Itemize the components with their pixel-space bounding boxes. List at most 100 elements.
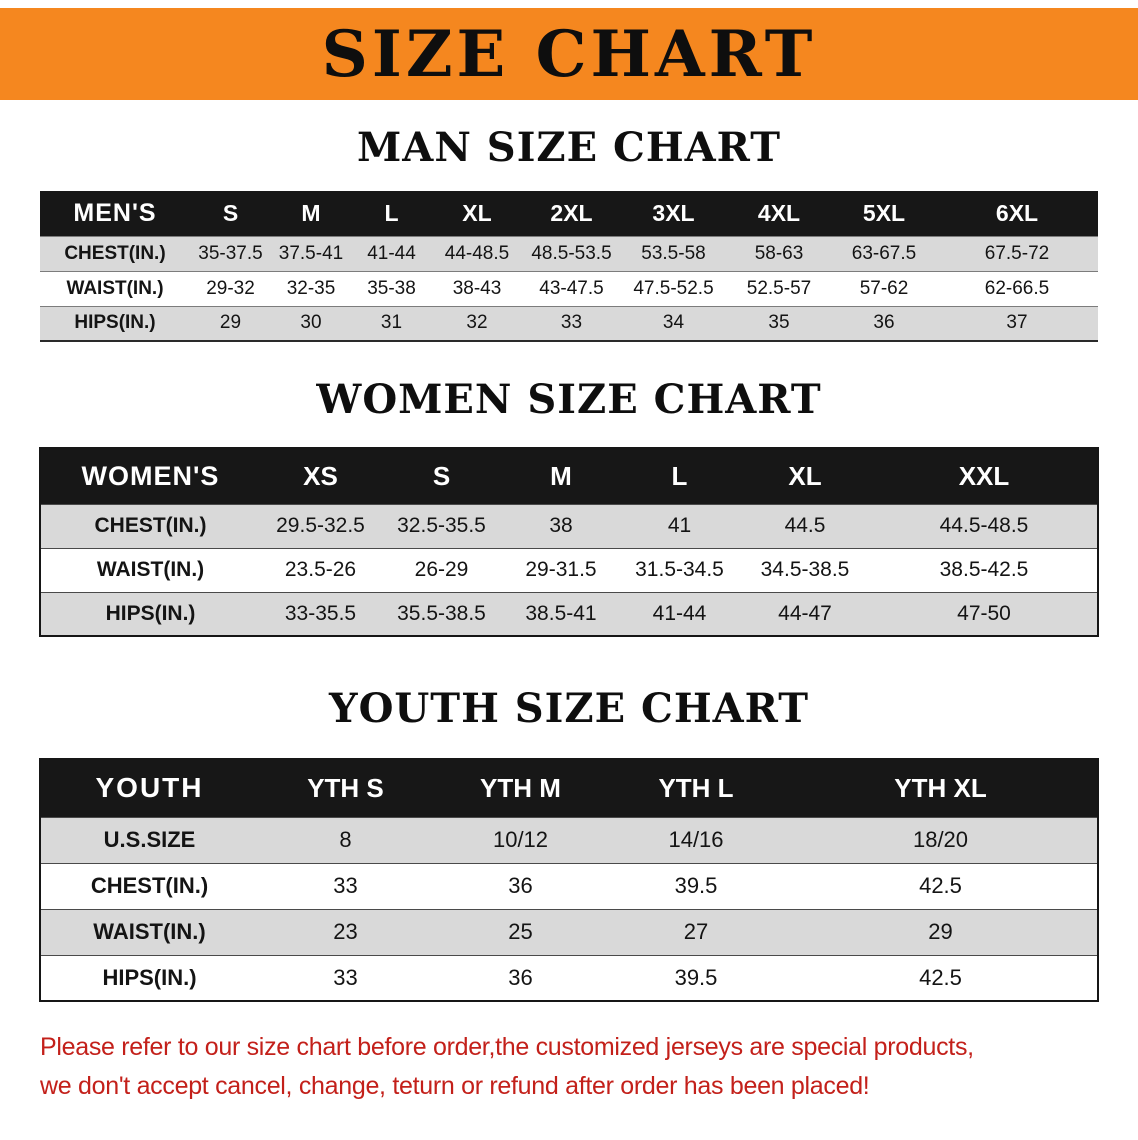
- row-label: WAIST(IN.): [96, 558, 205, 581]
- table-cell: 36: [873, 312, 895, 334]
- table-cell: 42.5: [919, 964, 962, 990]
- table-cell: 47.5-52.5: [633, 277, 714, 299]
- table-cell: 67.5-72: [984, 242, 1050, 264]
- row-label: CHEST(IN.): [64, 242, 166, 264]
- table-cell: 62-66.5: [984, 277, 1050, 299]
- size-header-cell: YTH L: [608, 759, 784, 817]
- table-cell: 33-35.5: [284, 601, 357, 625]
- size-header-cell: 2XL: [522, 191, 621, 236]
- table-cell: 31: [380, 312, 403, 334]
- notice-line-1: Please refer to our size chart before or…: [40, 1033, 974, 1061]
- page-title: SIZE CHART: [321, 16, 817, 92]
- size-header-cell: XXL: [871, 448, 1098, 504]
- table-cell: 41: [667, 514, 692, 537]
- youth-waist-row: WAIST(IN.) 23 25 27 29: [40, 909, 1098, 955]
- notice-line-2: we don't accept cancel, change, teturn o…: [40, 1072, 870, 1100]
- table-cell: 36: [508, 964, 533, 990]
- table-cell: 27: [683, 919, 709, 944]
- table-cell: 52.5-57: [746, 277, 812, 299]
- row-label: WAIST(IN.): [66, 277, 164, 299]
- size-header-cell: 4XL: [726, 191, 832, 236]
- table-cell: 37.5-41: [278, 242, 344, 264]
- table-cell: 39.5: [674, 873, 718, 898]
- size-header-cell: 5XL: [832, 191, 936, 236]
- table-cell: 41-44: [652, 601, 707, 625]
- size-header-cell: YTH M: [433, 759, 608, 817]
- table-cell: 35: [768, 312, 790, 334]
- size-header-cell: 6XL: [936, 191, 1098, 236]
- size-header-cell: XS: [260, 448, 381, 504]
- men-waist-row: WAIST(IN.) 29-32 32-35 35-38 38-43 43-47…: [40, 271, 1098, 306]
- size-header-cell: YTH S: [258, 759, 433, 817]
- men-size-table: MEN'S S M L XL 2XL 3XL 4XL 5XL 6XL CHEST…: [40, 191, 1098, 342]
- table-cell: 29-32: [206, 277, 255, 299]
- women-hips-row: HIPS(IN.) 33-35.5 35.5-38.5 38.5-41 41-4…: [40, 592, 1098, 636]
- women-section-heading: WOMEN SIZE CHART: [316, 376, 822, 423]
- table-cell: 29.5-32.5: [276, 514, 365, 537]
- table-cell: 39.5: [674, 964, 718, 990]
- table-cell: 38.5-41: [525, 601, 597, 625]
- size-header-cell: M: [271, 191, 351, 236]
- table-cell: 31.5-34.5: [635, 558, 724, 581]
- size-header-cell: XL: [432, 191, 522, 236]
- row-label: HIPS(IN.): [102, 964, 197, 990]
- table-cell: 32.5-35.5: [397, 514, 486, 537]
- table-cell: 36: [508, 873, 533, 898]
- table-cell: 35-37.5: [198, 242, 263, 264]
- youth-ussize-row: U.S.SIZE 8 10/12 14/16 18/20: [40, 817, 1098, 863]
- table-cell: 33: [560, 312, 583, 334]
- table-cell: 32-35: [286, 277, 336, 299]
- size-header-cell: S: [381, 448, 502, 504]
- youth-header-row: YOUTH YTH S YTH M YTH L YTH XL: [40, 759, 1098, 817]
- table-cell: 23.5-26: [284, 558, 357, 581]
- table-cell: 41-44: [367, 242, 416, 264]
- table-cell: 48.5-53.5: [531, 242, 612, 264]
- women-size-table: WOMEN'S XS S M L XL XXL CHEST(IN.) 29.5-…: [39, 447, 1099, 637]
- size-chart-page: SIZE CHART MAN SIZE CHART MEN'S S M L XL…: [0, 8, 1138, 1106]
- table-cell: 43-47.5: [539, 277, 604, 299]
- size-header-cell: S: [190, 191, 271, 236]
- table-cell: 42.5: [919, 873, 962, 898]
- row-label: U.S.SIZE: [103, 827, 196, 852]
- youth-size-table: YOUTH YTH S YTH M YTH L YTH XL U.S.SIZE …: [39, 758, 1099, 1002]
- women-waist-row: WAIST(IN.) 23.5-26 26-29 29-31.5 31.5-34…: [40, 548, 1098, 592]
- size-header-cell: M: [502, 448, 620, 504]
- size-header-cell: 3XL: [621, 191, 726, 236]
- youth-section-heading: YOUTH SIZE CHART: [329, 685, 809, 732]
- table-cell: 32: [466, 312, 488, 334]
- women-chest-row: CHEST(IN.) 29.5-32.5 32.5-35.5 38 41 44.…: [40, 504, 1098, 548]
- table-cell: 35.5-38.5: [397, 601, 486, 625]
- table-cell: 10/12: [492, 827, 549, 852]
- table-cell: 57-62: [859, 277, 909, 299]
- size-header-cell: L: [620, 448, 739, 504]
- table-cell: 38-43: [452, 277, 502, 299]
- row-label: CHEST(IN.): [90, 873, 209, 898]
- table-cell: 47-50: [957, 601, 1011, 625]
- table-cell: 25: [508, 919, 533, 944]
- row-label: CHEST(IN.): [94, 514, 207, 537]
- table-cell: 35-38: [367, 277, 416, 299]
- women-header-row: WOMEN'S XS S M L XL XXL: [40, 448, 1098, 504]
- men-header-row: MEN'S S M L XL 2XL 3XL 4XL 5XL 6XL: [40, 191, 1098, 236]
- row-label: WAIST(IN.): [93, 919, 206, 944]
- youth-table-corner-cell: YOUTH: [40, 759, 258, 817]
- table-cell: 34.5-38.5: [760, 558, 850, 581]
- women-table-corner-cell: WOMEN'S: [40, 448, 260, 504]
- size-header-cell: L: [351, 191, 432, 236]
- table-cell: 44.5: [784, 514, 826, 537]
- row-label: HIPS(IN.): [105, 601, 196, 625]
- men-chest-row: CHEST(IN.) 35-37.5 37.5-41 41-44 44-48.5…: [40, 236, 1098, 271]
- table-cell: 44.5-48.5: [939, 514, 1029, 537]
- youth-hips-row: HIPS(IN.) 33 36 39.5 42.5: [40, 955, 1098, 1001]
- table-cell: 33: [333, 964, 358, 990]
- table-cell: 33: [333, 873, 358, 898]
- table-cell: 53.5-58: [641, 242, 706, 264]
- table-cell: 34: [662, 312, 685, 334]
- table-cell: 8: [339, 827, 352, 852]
- table-cell: 63-67.5: [851, 242, 917, 264]
- table-cell: 44-48.5: [444, 242, 510, 264]
- table-cell: 18/20: [912, 827, 969, 852]
- men-section-heading: MAN SIZE CHART: [357, 124, 781, 171]
- table-cell: 14/16: [668, 827, 724, 852]
- order-policy-notice: Please refer to our size chart before or…: [40, 1028, 1098, 1106]
